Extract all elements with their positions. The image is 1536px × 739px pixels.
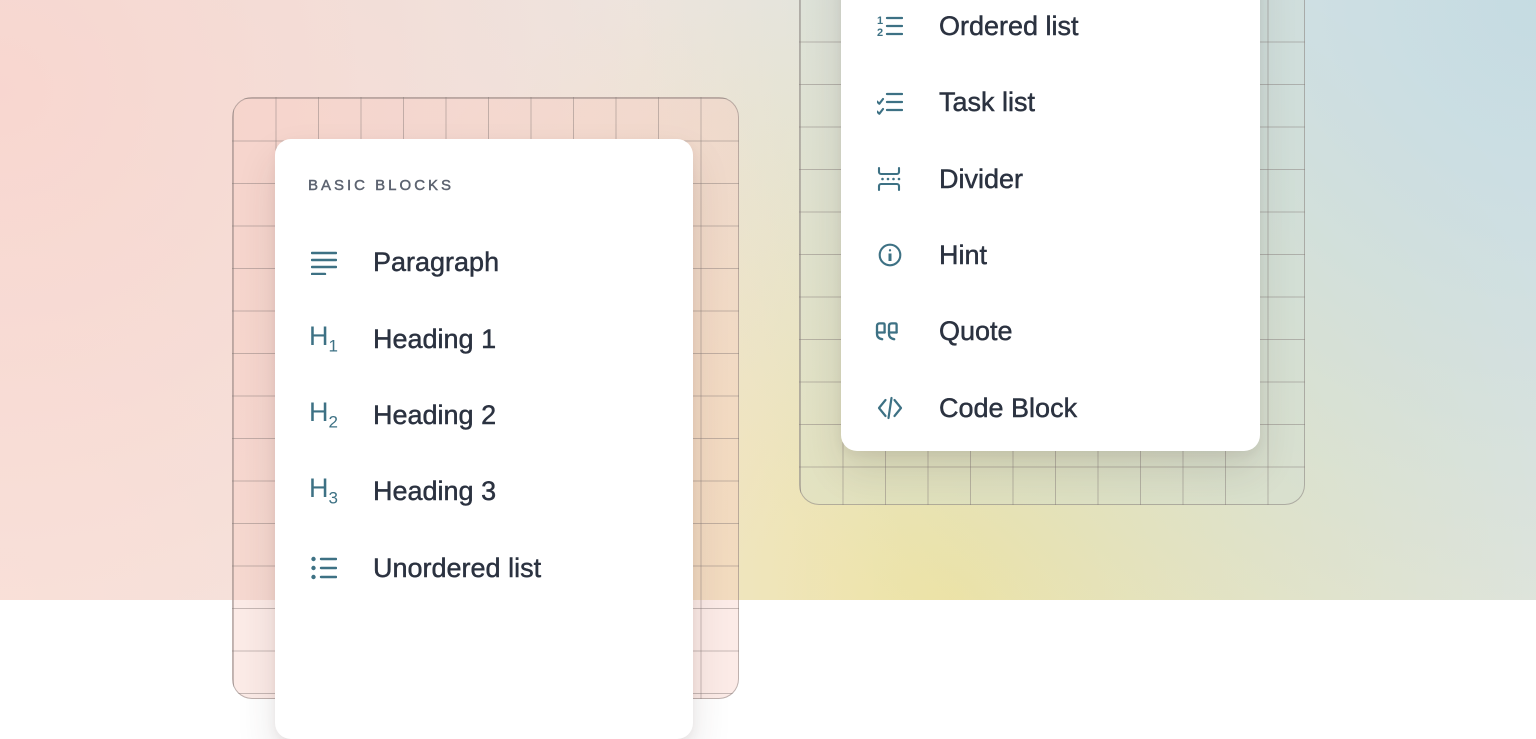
svg-text:1: 1 xyxy=(877,15,883,27)
svg-text:2: 2 xyxy=(877,27,883,39)
